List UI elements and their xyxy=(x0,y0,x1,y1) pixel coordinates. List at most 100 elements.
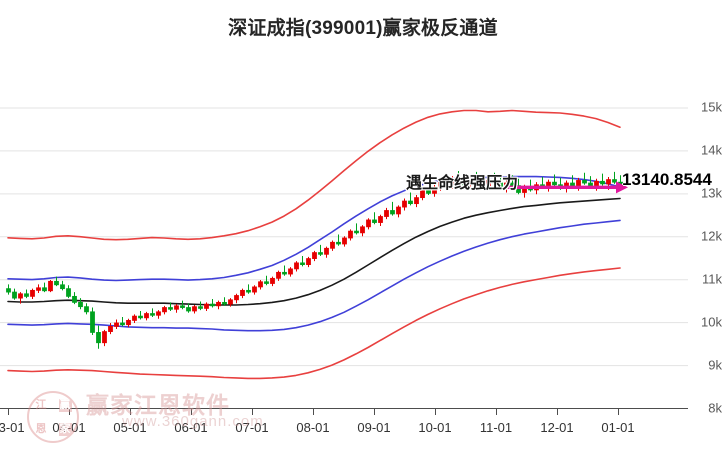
y-axis-tick-label: 8k xyxy=(708,400,722,416)
candle-body xyxy=(402,200,407,208)
candle-body xyxy=(228,299,233,305)
candle-body xyxy=(144,313,149,319)
candle-body xyxy=(234,295,239,301)
candle-body xyxy=(384,210,389,217)
candle-body xyxy=(282,271,287,275)
candle-body xyxy=(264,281,269,284)
candle-body xyxy=(276,271,281,279)
candle-body xyxy=(216,301,221,307)
x-axis-tick xyxy=(130,408,131,415)
candle-body xyxy=(126,320,131,326)
candle-body xyxy=(390,210,395,215)
x-axis-tick xyxy=(252,408,253,415)
candle-body xyxy=(270,277,275,284)
seal-char-4: 家 xyxy=(58,422,72,436)
y-axis-tick-label: 13k xyxy=(701,185,722,201)
candle-body xyxy=(210,303,215,307)
candle-body xyxy=(42,287,47,292)
x-axis-tick-label: 07-01 xyxy=(235,420,269,435)
candle-body xyxy=(138,315,143,319)
x-axis-line xyxy=(0,408,688,409)
candle-body xyxy=(408,200,413,205)
x-axis-tick xyxy=(557,408,558,415)
candle-body xyxy=(576,180,581,187)
candle-body xyxy=(204,303,209,309)
candle-body xyxy=(294,262,299,270)
candle-body xyxy=(330,241,335,249)
candle-body xyxy=(516,185,521,193)
candle-body xyxy=(240,289,245,296)
x-axis-tick-label: 10-01 xyxy=(418,420,452,435)
candle-body xyxy=(336,241,341,245)
candle-body xyxy=(360,226,365,234)
chart-plot-area[interactable] xyxy=(0,86,688,408)
candle-body xyxy=(102,331,107,344)
candle-body xyxy=(612,179,617,183)
x-axis-tick-label: 05-01 xyxy=(113,420,147,435)
candle-body xyxy=(72,295,77,303)
candle-body xyxy=(120,322,125,326)
candle-body xyxy=(108,326,113,332)
candle-body xyxy=(198,306,203,309)
candle-body xyxy=(474,179,479,183)
candle-body xyxy=(6,288,11,293)
x-axis-tick xyxy=(8,408,9,415)
channel-band-line xyxy=(7,109,621,241)
x-axis-tick-label: 11-01 xyxy=(479,420,513,435)
candle-body xyxy=(606,179,611,185)
candle-body xyxy=(372,219,377,223)
candle-body xyxy=(132,315,137,321)
candle-body xyxy=(66,288,71,297)
x-axis-tick-label: 06-01 xyxy=(174,420,208,435)
y-axis-tick-label: 15k xyxy=(701,99,722,115)
candle-body xyxy=(306,258,311,266)
candle-body xyxy=(510,182,515,187)
seal-char-1: 江 xyxy=(35,398,47,411)
candle-body xyxy=(162,307,167,313)
candle-body xyxy=(444,180,449,186)
candle-body xyxy=(180,305,185,308)
watermark-brand-text: 赢家江恩软件 xyxy=(86,392,230,418)
candle-body xyxy=(342,237,347,245)
candle-body xyxy=(354,230,359,234)
x-axis-tick-label: 01-01 xyxy=(601,420,635,435)
last-price-label: 13140.8544 xyxy=(622,170,712,189)
candle-body xyxy=(462,180,467,186)
y-axis-tick-label: 11k xyxy=(702,271,722,287)
x-axis-tick xyxy=(191,408,192,415)
candle-body xyxy=(222,301,227,305)
candle-body xyxy=(258,281,263,288)
x-axis-tick xyxy=(618,408,619,415)
candle-body xyxy=(48,280,53,292)
candle-body xyxy=(114,322,119,327)
candle-body xyxy=(396,206,401,215)
x-axis-tick xyxy=(374,408,375,415)
x-axis-tick xyxy=(496,408,497,415)
candle-body xyxy=(570,182,575,187)
channel-band-line xyxy=(7,267,621,380)
candle-body xyxy=(600,180,605,185)
x-axis-tick-label: 09-01 xyxy=(357,420,391,435)
candle-body xyxy=(18,293,23,299)
candle-body xyxy=(186,307,191,312)
page-title: 深证成指(399001)赢家极反通道 xyxy=(228,18,498,39)
x-axis-tick xyxy=(435,408,436,415)
candle-body xyxy=(432,186,437,194)
candle-body xyxy=(90,311,95,333)
candle-body xyxy=(60,284,65,290)
candle-body xyxy=(438,180,443,188)
candle-body xyxy=(12,291,17,299)
candle-body xyxy=(24,293,29,297)
candle-body xyxy=(84,306,89,313)
candle-body xyxy=(468,179,473,186)
candle-body xyxy=(168,307,173,310)
y-axis-tick-label: 14k xyxy=(701,142,722,158)
y-axis-tick-label: 10k xyxy=(701,314,722,330)
candle-body xyxy=(78,301,83,308)
candle-body xyxy=(252,286,257,293)
candle-body xyxy=(480,181,485,187)
candle-body xyxy=(174,305,179,310)
candle-body xyxy=(498,182,503,189)
candle-body xyxy=(312,252,317,259)
